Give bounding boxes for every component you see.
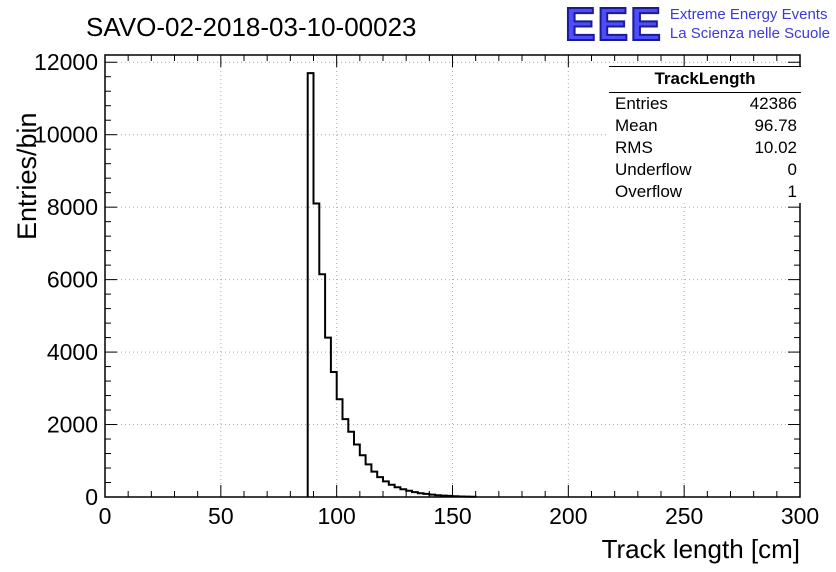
stats-value: 0: [787, 160, 797, 179]
chart-title: SAVO-02-2018-03-10-00023: [86, 12, 417, 42]
svg-text:12000: 12000: [34, 49, 98, 75]
stats-label: RMS: [615, 138, 653, 157]
stats-label: Mean: [615, 116, 658, 135]
svg-text:100: 100: [317, 503, 355, 529]
x-axis-title: Track length [cm]: [601, 534, 800, 564]
svg-text:4000: 4000: [47, 339, 98, 365]
svg-text:10000: 10000: [34, 122, 98, 148]
svg-text:300: 300: [781, 503, 819, 529]
stats-label: Overflow: [615, 182, 683, 201]
stats-box: TrackLength Entries 42386 Mean 96.78 RMS…: [609, 66, 801, 203]
stats-row-underflow: Underflow 0: [609, 159, 801, 181]
svg-text:6000: 6000: [47, 267, 98, 293]
svg-text:2000: 2000: [47, 412, 98, 438]
logo-line2: La Scienza nelle Scuole: [669, 25, 830, 42]
logo-line1: Extreme Energy Events: [669, 6, 828, 23]
svg-text:50: 50: [208, 503, 234, 529]
y-axis-title: Entries/bin: [12, 112, 42, 240]
stats-row-rms: RMS 10.02: [609, 137, 801, 159]
stats-value: 96.78: [754, 116, 797, 135]
stats-row-mean: Mean 96.78: [609, 115, 801, 137]
svg-text:8000: 8000: [47, 194, 98, 220]
eee-logo: EEE Extreme Energy Events La Scienza nel…: [564, 0, 830, 50]
stats-value: 42386: [749, 94, 797, 113]
svg-text:250: 250: [665, 503, 703, 529]
svg-text:200: 200: [549, 503, 587, 529]
stats-label: Underflow: [615, 160, 692, 179]
stats-title: TrackLength: [609, 67, 801, 93]
stats-value: 1: [787, 182, 797, 201]
svg-text:0: 0: [85, 484, 98, 510]
eee-logo-text: Extreme Energy Events La Scienza nelle S…: [670, 5, 830, 43]
stats-label: Entries: [615, 94, 668, 113]
stats-value: 10.02: [754, 138, 797, 157]
stats-row-overflow: Overflow 1: [609, 181, 801, 203]
svg-text:150: 150: [433, 503, 471, 529]
stats-row-entries: Entries 42386: [609, 93, 801, 115]
eee-logo-letters: EEE: [564, 0, 663, 50]
svg-text:0: 0: [99, 503, 112, 529]
